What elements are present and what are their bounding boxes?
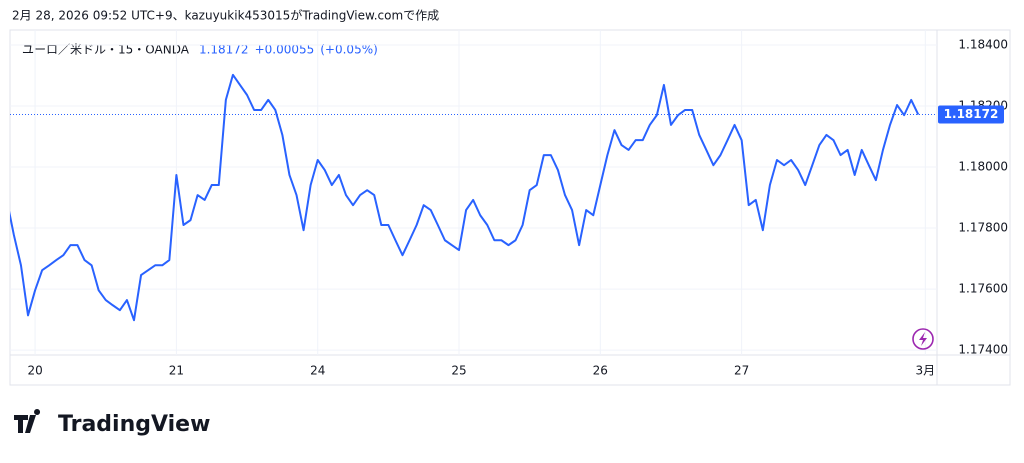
- price-line: [10, 73, 920, 322]
- alert-icon[interactable]: [912, 328, 934, 350]
- plot: [10, 30, 937, 355]
- legend: ユーロ／米ドル・15・OANDA 1.18172 +0.00055 (+0.05…: [22, 43, 378, 57]
- logo-text: TradingView: [58, 412, 210, 437]
- change: +0.00055: [255, 43, 315, 57]
- x-tick-label: 20: [27, 364, 42, 378]
- x-tick-label: 3月: [916, 364, 936, 378]
- x-tick-label: 26: [593, 364, 608, 378]
- logo-mark: [14, 409, 41, 433]
- y-tick-label: 1.17400: [958, 343, 1008, 357]
- price-label: 1.18172: [944, 107, 999, 121]
- last-price: 1.18172: [199, 43, 249, 57]
- logo: TradingView: [14, 409, 210, 437]
- header: 2月 28, 2026 09:52 UTC+9、kazuyukik453015が…: [12, 8, 439, 23]
- chart-frame: [9, 29, 1011, 386]
- y-tick-label: 1.17600: [958, 282, 1008, 296]
- alert-bolt: [919, 332, 927, 346]
- y-tick-label: 1.17800: [958, 221, 1008, 235]
- price-label-box: [938, 105, 1004, 124]
- symbol: ユーロ／米ドル・15・OANDA: [22, 43, 190, 57]
- x-tick-label: 25: [451, 364, 466, 378]
- y-tick-label: 1.18000: [958, 160, 1008, 174]
- x-tick-label: 27: [734, 364, 749, 378]
- change-percent: (+0.05%): [320, 43, 378, 57]
- x-tick-label: 24: [310, 364, 325, 378]
- y-tick-label: 1.18400: [958, 37, 1008, 51]
- x-tick-label: 21: [169, 364, 184, 378]
